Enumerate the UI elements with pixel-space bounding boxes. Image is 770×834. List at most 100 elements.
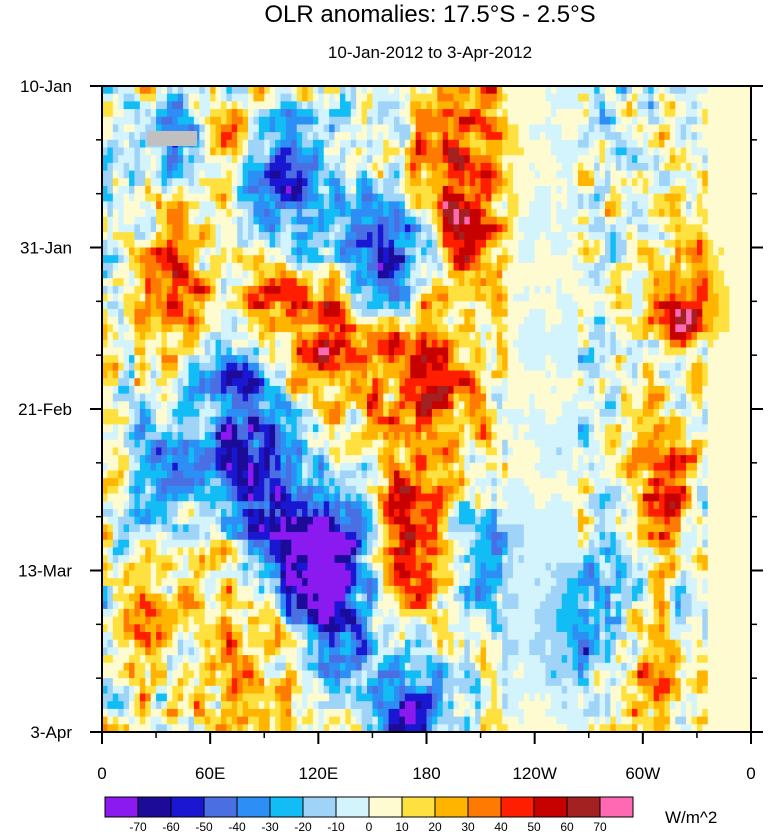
heatmap-cell (285, 124, 292, 133)
heatmap-cell (442, 209, 449, 218)
heatmap-cell (594, 239, 601, 249)
heatmap-cell (637, 309, 644, 318)
heatmap-cell (421, 178, 428, 187)
heatmap-cell (102, 239, 109, 249)
heatmap-cell (242, 93, 249, 102)
heatmap-cell (448, 270, 455, 279)
heatmap-cell (112, 209, 119, 218)
heatmap-cell (410, 162, 417, 172)
heatmap-cell (594, 393, 601, 402)
heatmap-cell (469, 170, 476, 179)
heatmap-cell (361, 224, 368, 233)
heatmap-cell (572, 201, 579, 210)
heatmap-cell (583, 132, 590, 141)
heatmap-cell (669, 270, 676, 279)
heatmap-cell (577, 162, 584, 172)
heatmap-cell (723, 347, 730, 356)
heatmap-cell (740, 370, 747, 379)
heatmap-cell (502, 262, 509, 272)
heatmap-cell (669, 247, 676, 256)
heatmap-cell (199, 270, 206, 279)
heatmap-cell (312, 155, 319, 164)
heatmap-cell (350, 278, 357, 287)
heatmap-cell (534, 262, 541, 272)
heatmap-cell (572, 170, 579, 179)
heatmap-cell (275, 93, 282, 102)
heatmap-cell (210, 201, 217, 210)
heatmap-cell (280, 193, 287, 202)
heatmap-cell (518, 247, 525, 256)
heatmap-cell (275, 239, 282, 249)
heatmap-cell (523, 224, 530, 233)
heatmap-cell (264, 339, 271, 349)
heatmap-cell (242, 162, 249, 172)
heatmap-cell (561, 132, 568, 141)
heatmap-cell (150, 185, 157, 195)
heatmap-cell (156, 93, 163, 102)
heatmap-cell (377, 239, 384, 249)
heatmap-cell (550, 178, 557, 187)
heatmap-cell (669, 370, 676, 379)
heatmap-cell (491, 178, 498, 187)
heatmap-cell (680, 209, 687, 218)
heatmap-cell (134, 216, 141, 226)
heatmap-cell (291, 262, 298, 272)
heatmap-cell (648, 385, 655, 395)
heatmap-cell (339, 216, 346, 226)
heatmap-cell (540, 162, 547, 172)
heatmap-cell (345, 216, 352, 226)
heatmap-cell (448, 385, 455, 395)
heatmap-cell (453, 401, 460, 410)
heatmap-cell (713, 339, 720, 349)
heatmap-cell (388, 309, 395, 318)
heatmap-cell (329, 385, 336, 395)
heatmap-cell (653, 339, 660, 349)
heatmap-cell (632, 124, 639, 133)
heatmap-cell (475, 370, 482, 379)
heatmap-cell (686, 155, 693, 164)
heatmap-cell (334, 378, 341, 387)
heatmap-cell (404, 332, 411, 341)
heatmap-cell (485, 216, 492, 226)
heatmap-cell (345, 270, 352, 279)
heatmap-cell (123, 347, 130, 356)
heatmap-cell (139, 401, 146, 410)
heatmap-cell (339, 262, 346, 272)
heatmap-cell (734, 255, 741, 264)
heatmap-cell (118, 378, 125, 387)
heatmap-cell (107, 278, 114, 287)
heatmap-cell (112, 101, 119, 110)
heatmap-cell (350, 301, 357, 310)
heatmap-cell (513, 147, 520, 156)
heatmap-cell (177, 86, 184, 95)
heatmap-cell (480, 185, 487, 195)
heatmap-cell (442, 201, 449, 210)
heatmap-cell (702, 378, 709, 387)
heatmap-cell (496, 132, 503, 141)
heatmap-cell (480, 155, 487, 164)
heatmap-cell (421, 278, 428, 287)
heatmap-cell (448, 362, 455, 372)
heatmap-cell (307, 239, 314, 249)
heatmap-cell (534, 116, 541, 126)
heatmap-cell (707, 109, 714, 118)
heatmap-cell (637, 201, 644, 210)
heatmap-cell (464, 86, 471, 95)
heatmap-cell (496, 339, 503, 349)
heatmap-cell (469, 285, 476, 295)
heatmap-cell (518, 339, 525, 349)
heatmap-cell (123, 116, 130, 126)
heatmap-cell (723, 185, 730, 195)
heatmap-cell (442, 255, 449, 264)
heatmap-cell (291, 232, 298, 241)
heatmap-cell (448, 278, 455, 287)
heatmap-cell (534, 393, 541, 402)
heatmap-cell (426, 155, 433, 164)
heatmap-cell (334, 93, 341, 102)
heatmap-cell (718, 224, 725, 233)
heatmap-cell (253, 316, 260, 325)
heatmap-cell (166, 401, 173, 410)
heatmap-cell (594, 201, 601, 210)
heatmap-cell (686, 86, 693, 95)
heatmap-cell (302, 285, 309, 295)
